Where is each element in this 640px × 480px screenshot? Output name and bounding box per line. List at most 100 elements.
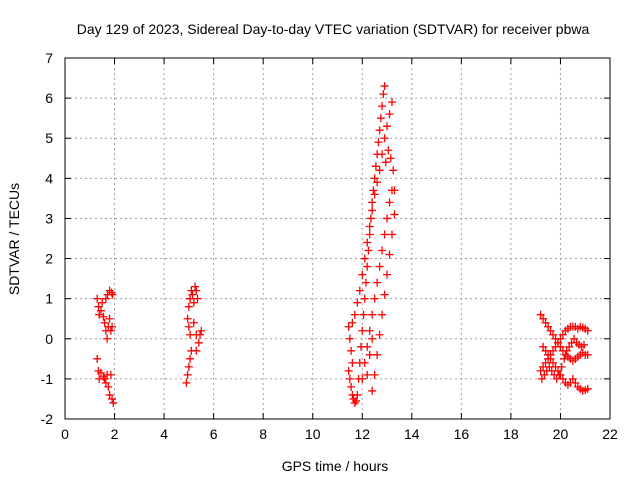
data-point [385, 198, 394, 207]
data-point [390, 210, 399, 219]
data-point [565, 342, 574, 351]
data-point [375, 126, 384, 135]
data-point [546, 350, 555, 359]
y-tick-label: 6 [45, 90, 53, 106]
data-point [549, 330, 558, 339]
data-point [370, 294, 379, 303]
data-point [545, 362, 554, 371]
data-point [376, 114, 385, 123]
x-tick-label: 2 [111, 426, 119, 442]
data-point [368, 198, 377, 207]
data-point [360, 294, 369, 303]
data-point [99, 312, 108, 321]
data-point [344, 322, 353, 331]
data-point [99, 372, 108, 381]
data-point [98, 298, 107, 307]
data-point [370, 190, 379, 199]
data-point [355, 286, 364, 295]
data-point [389, 166, 398, 175]
data-point [93, 354, 102, 363]
data-point [540, 370, 549, 379]
data-point [352, 396, 361, 405]
y-axis-label: SDTVAR / TECUs [6, 183, 22, 295]
data-point [363, 262, 372, 271]
data-point [555, 370, 564, 379]
chart-title: Day 129 of 2023, Sidereal Day-to-day VTE… [77, 21, 590, 37]
data-point [557, 362, 566, 371]
data-point [364, 246, 373, 255]
x-tick-label: 14 [404, 426, 420, 442]
data-point [353, 298, 362, 307]
data-point [553, 338, 562, 347]
data-point [380, 134, 389, 143]
data-point [385, 110, 394, 119]
data-point [383, 214, 392, 223]
data-point [193, 294, 202, 303]
data-point [100, 318, 109, 327]
data-point [105, 286, 114, 295]
data-points [93, 82, 592, 407]
data-point [188, 290, 197, 299]
data-point [360, 358, 369, 367]
data-point [386, 154, 395, 163]
data-point [388, 230, 396, 239]
data-point [571, 378, 580, 387]
data-point [345, 374, 354, 383]
x-tick-label: 20 [553, 426, 569, 442]
data-point [570, 334, 579, 343]
x-axis-label: GPS time / hours [282, 458, 389, 474]
x-tick-label: 10 [305, 426, 321, 442]
data-point [380, 230, 389, 239]
y-tick-label: -2 [41, 411, 54, 427]
data-point [369, 186, 378, 195]
data-point [107, 288, 116, 297]
y-tick-label: 3 [45, 210, 53, 226]
x-tick-label: 0 [61, 426, 69, 442]
data-point [96, 306, 105, 315]
data-point [350, 398, 359, 407]
data-point [108, 322, 117, 331]
data-point [96, 368, 105, 377]
data-point [347, 346, 356, 355]
data-point [583, 384, 592, 393]
data-point [558, 330, 567, 339]
data-point [368, 310, 377, 319]
data-point [373, 350, 382, 359]
data-point [375, 166, 384, 175]
grid [65, 58, 610, 419]
data-point [344, 366, 353, 375]
data-point [366, 214, 375, 223]
data-point [381, 158, 390, 167]
data-point [536, 310, 545, 319]
data-point [184, 322, 193, 331]
data-point [541, 318, 550, 327]
data-point [363, 342, 372, 351]
data-point [350, 310, 359, 319]
data-point [101, 378, 110, 387]
data-point [365, 350, 374, 359]
data-point [106, 326, 115, 335]
data-point [100, 374, 109, 383]
y-tick-label: 4 [45, 170, 53, 186]
data-point [541, 346, 550, 355]
data-point [365, 222, 374, 231]
data-point [373, 278, 382, 287]
data-point [388, 98, 396, 107]
y-tick-label: 5 [45, 130, 53, 146]
data-point [363, 370, 372, 379]
data-point [348, 358, 357, 367]
data-point [374, 138, 383, 147]
data-point [568, 374, 577, 383]
data-point [383, 122, 392, 131]
y-tick-label: 7 [45, 50, 53, 66]
data-point [383, 270, 392, 279]
data-point [368, 334, 377, 343]
data-point [371, 162, 380, 171]
data-point [370, 370, 379, 379]
data-point [194, 338, 203, 347]
data-point [189, 298, 198, 307]
data-point [365, 230, 374, 239]
data-point [361, 278, 370, 287]
data-point [539, 342, 548, 351]
